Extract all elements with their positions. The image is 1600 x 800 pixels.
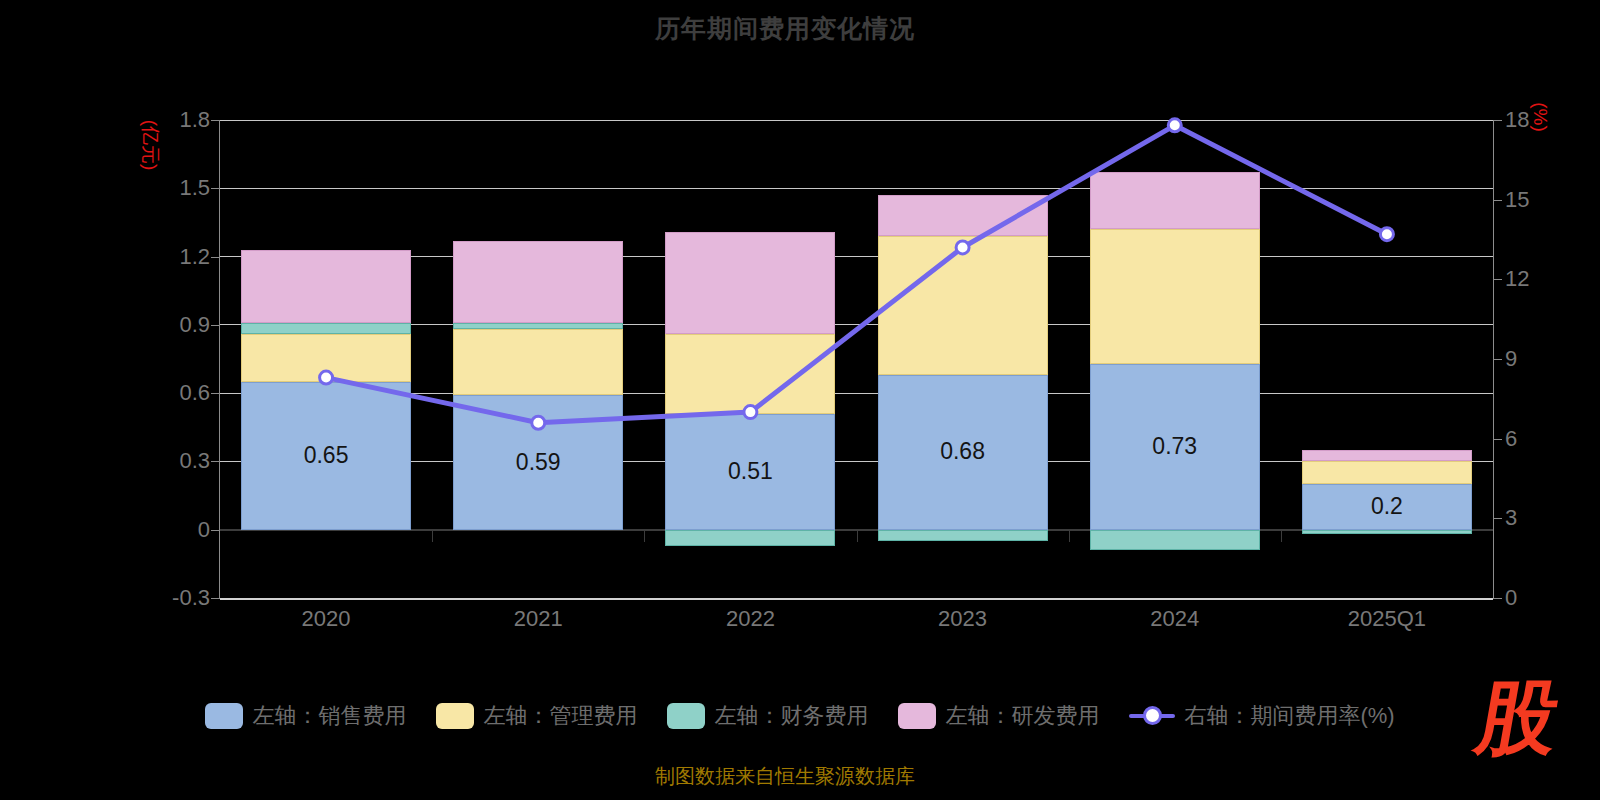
left-axis-tick-label: 0.6 bbox=[140, 380, 210, 406]
x-axis-category-label: 2023 bbox=[883, 606, 1043, 632]
line-data-point[interactable] bbox=[320, 371, 333, 384]
left-axis-tick-label: 1.5 bbox=[140, 175, 210, 201]
legend-swatch-icon bbox=[205, 703, 243, 729]
line-data-point[interactable] bbox=[744, 406, 757, 419]
x-axis-category-label: 2025Q1 bbox=[1307, 606, 1467, 632]
line-data-point[interactable] bbox=[532, 416, 545, 429]
legend-item[interactable]: 左轴：销售费用 bbox=[205, 701, 406, 731]
right-axis-tick bbox=[1493, 439, 1502, 440]
legend-swatch-icon bbox=[667, 703, 705, 729]
left-axis-tick-label: 0.3 bbox=[140, 448, 210, 474]
right-axis-tick-label: 12 bbox=[1505, 266, 1575, 292]
right-axis-tick-label: 3 bbox=[1505, 505, 1575, 531]
legend-line-marker bbox=[1143, 706, 1162, 725]
line-series bbox=[220, 120, 1493, 598]
left-axis-tick-label: 0 bbox=[140, 517, 210, 543]
chart-canvas: 历年期间费用变化情况 (亿元) (%) 左轴：销售费用左轴：管理费用左轴：财务费… bbox=[0, 0, 1600, 800]
legend: 左轴：销售费用 左轴：管理费用 左轴：财务费用 左轴：研发费用 右轴：期间费用率(%) bbox=[0, 701, 1600, 731]
left-axis-tick-label: 1.8 bbox=[140, 107, 210, 133]
x-axis-category-label: 2024 bbox=[1095, 606, 1255, 632]
left-axis-tick-label: -0.3 bbox=[140, 585, 210, 611]
x-axis-category-label: 2021 bbox=[458, 606, 618, 632]
right-axis-tick-label: 18 bbox=[1505, 107, 1575, 133]
right-axis-tick bbox=[1493, 120, 1502, 121]
right-axis-tick bbox=[1493, 359, 1502, 360]
legend-item[interactable]: 左轴：管理费用 bbox=[436, 701, 637, 731]
left-axis-tick-label: 0.9 bbox=[140, 312, 210, 338]
legend-item[interactable]: 左轴：研发费用 bbox=[898, 701, 1099, 731]
chart-title: 历年期间费用变化情况 bbox=[0, 12, 1570, 45]
right-axis-tick-label: 9 bbox=[1505, 346, 1575, 372]
left-axis-tick bbox=[211, 598, 220, 599]
right-axis-tick bbox=[1493, 279, 1502, 280]
right-axis-tick bbox=[1493, 598, 1502, 599]
right-axis-tick bbox=[1493, 518, 1502, 519]
legend-label: 左轴：财务费用 bbox=[714, 701, 868, 731]
line-data-point[interactable] bbox=[1168, 119, 1181, 132]
source-note: 制图数据来自恒生聚源数据库 bbox=[0, 763, 1570, 790]
rate-line bbox=[326, 125, 1387, 422]
x-axis-category-label: 2022 bbox=[670, 606, 830, 632]
left-axis-tick-label: 1.2 bbox=[140, 244, 210, 270]
line-data-point[interactable] bbox=[1380, 228, 1393, 241]
legend-swatch-icon bbox=[436, 703, 474, 729]
right-axis-tick-label: 0 bbox=[1505, 585, 1575, 611]
legend-label: 右轴：期间费用率(%) bbox=[1184, 701, 1394, 731]
x-axis-category-label: 2020 bbox=[246, 606, 406, 632]
legend-item[interactable]: 右轴：期间费用率(%) bbox=[1129, 701, 1394, 731]
right-axis-tick-label: 6 bbox=[1505, 426, 1575, 452]
legend-label: 左轴：管理费用 bbox=[483, 701, 637, 731]
legend-label: 左轴：研发费用 bbox=[945, 701, 1099, 731]
legend-item[interactable]: 左轴：财务费用 bbox=[667, 701, 868, 731]
right-axis-tick bbox=[1493, 200, 1502, 201]
legend-swatch-icon bbox=[898, 703, 936, 729]
brand-logo: 股 bbox=[1471, 678, 1565, 758]
legend-label: 左轴：销售费用 bbox=[252, 701, 406, 731]
line-data-point[interactable] bbox=[956, 241, 969, 254]
right-axis-line bbox=[1493, 120, 1494, 598]
right-axis-tick-label: 15 bbox=[1505, 187, 1575, 213]
legend-line-icon bbox=[1129, 703, 1175, 729]
